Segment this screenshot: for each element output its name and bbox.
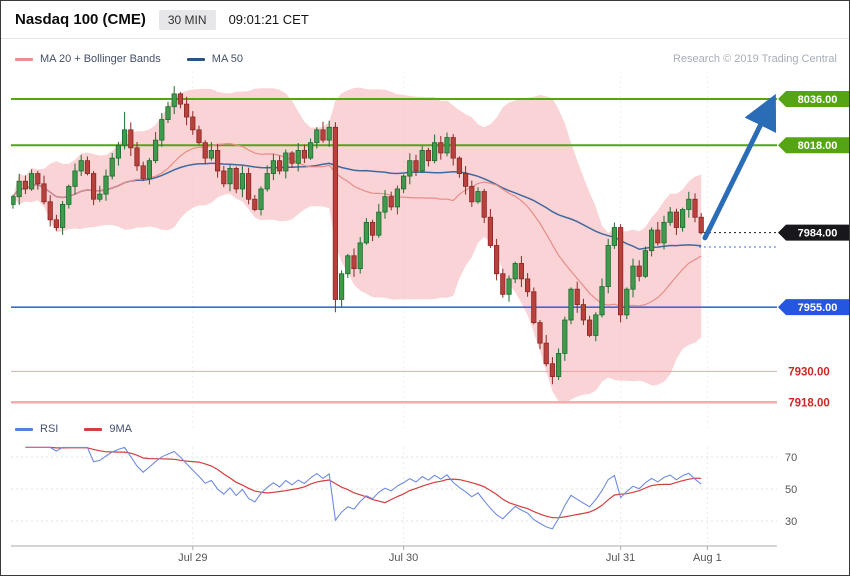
bollinger-band [13,87,702,405]
up-arrow [702,93,777,241]
ma20-bollinger-swatch [15,57,33,61]
price-level-label: 7955.00 [798,302,838,314]
x-axis-label: Aug 1 [693,552,722,564]
candles [11,86,704,385]
clock-label: 09:01:21 CET [228,12,309,27]
instrument-title: Nasdaq 100 (CME) [15,11,146,28]
ma20-bollinger-legend-label: MA 20 + Bollinger Bands [40,53,161,65]
price-badge [778,224,849,241]
ma50-legend-label: MA 50 [211,53,243,65]
rsi-legend: RSI 9MA [15,423,132,435]
rsi-ma-swatch [84,427,103,431]
copyright-label: Research © 2019 Trading Central [672,53,837,65]
price-level-label: 7930.00 [788,366,830,378]
price-level-label: 7984.00 [798,227,838,239]
rsi-ma-legend-label: 9MA [109,423,132,435]
rsi-swatch [15,427,33,431]
rsi-level-label: 50 [785,484,797,496]
price-level-label: 8018.00 [798,140,838,152]
ma50-swatch [186,57,205,61]
rsi-level-label: 30 [785,516,797,528]
price-level-label: 7918.00 [788,397,830,409]
price-level-label: 8036.00 [798,94,838,106]
rsi-level-label: 70 [785,452,797,464]
header: Nasdaq 100 (CME) 30 MIN 09:01:21 CET [1,1,849,39]
timeframe-badge: 30 MIN [158,9,216,30]
x-axis-label: Jul 31 [606,552,635,564]
price-badge [778,299,849,316]
price-badge [778,91,849,107]
moving-averages [12,142,702,307]
x-axis-label: Jul 30 [389,552,418,564]
main-legend: MA 20 + Bollinger Bands MA 50 [15,53,243,65]
rsi-legend-label: RSI [40,423,59,435]
price-badge [778,137,849,154]
x-axis-label: Jul 29 [178,552,207,564]
rsi-plot [25,446,702,530]
